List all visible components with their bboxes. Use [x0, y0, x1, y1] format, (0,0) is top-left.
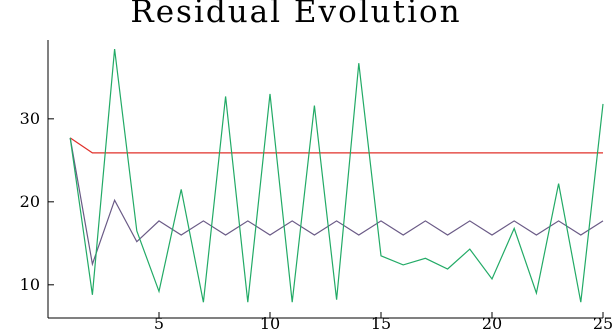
x-tick-label: 10 [260, 314, 280, 331]
y-tick-label: 20 [20, 192, 40, 211]
x-tick-label: 15 [371, 314, 391, 331]
plot-area [69, 49, 604, 303]
series-line-1 [69, 137, 603, 154]
y-tick-label: 10 [20, 275, 40, 294]
axis-ticks: 10 20 30 5 10 15 20 25 [20, 109, 614, 331]
x-tick-label: 25 [593, 314, 613, 331]
y-tick-label: 30 [20, 109, 40, 128]
chart-title: Residual Evolution [130, 0, 461, 30]
series-line-3 [69, 49, 604, 303]
x-tick-label: 5 [154, 314, 164, 331]
series-line-2 [69, 137, 604, 267]
x-tick-label: 20 [482, 314, 502, 331]
